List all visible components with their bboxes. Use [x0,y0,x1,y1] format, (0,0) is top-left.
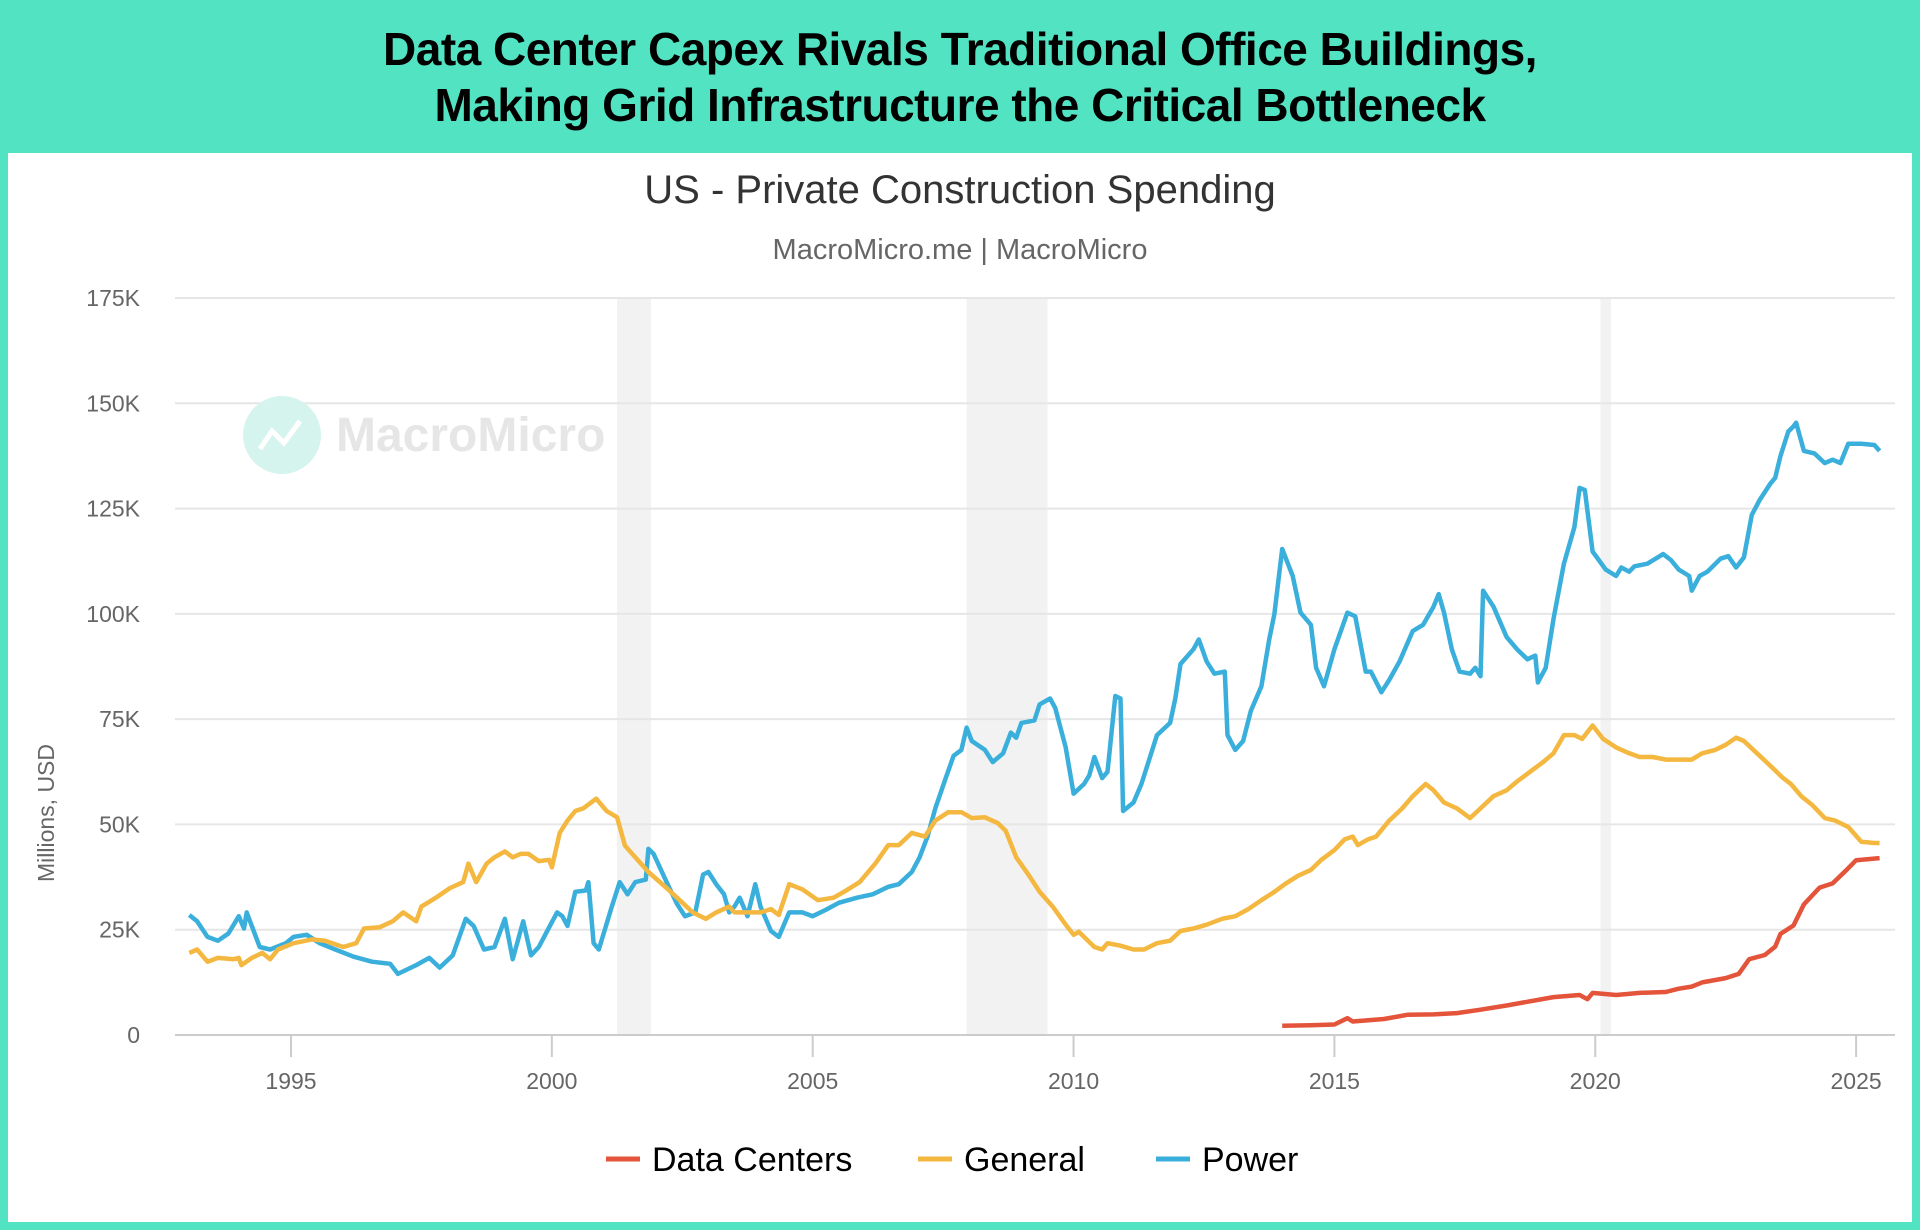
x-tick-label: 2000 [526,1068,577,1094]
y-tick-label: 50K [99,811,141,837]
recession-band [1600,298,1611,1035]
legend: Data Centers General Power [606,1141,1298,1179]
x-tick-label: 2015 [1309,1068,1360,1094]
line-chart: MacroMicro US - Private Construction Spe… [33,168,1895,1179]
watermark: MacroMicro [243,396,605,474]
legend-label: General [964,1141,1085,1179]
legend-label: Data Centers [652,1141,852,1179]
y-tick-label: 100K [86,601,140,627]
headline-line-2: Making Grid Infrastructure the Critical … [434,78,1486,131]
y-axis-ticks: 0 25K 50K 75K 100K 125K 150K 175K [86,285,140,1048]
y-tick-label: 25K [99,917,141,943]
recession-bands [617,298,1611,1035]
recession-band [966,298,1048,1035]
y-tick-label: 0 [127,1022,140,1048]
x-tick-label: 2005 [787,1068,838,1094]
series-line-data-centers [1282,855,1880,1028]
x-axis-ticks: 1995 2000 2005 2010 2015 2020 2025 [265,1035,1882,1094]
y-tick-label: 175K [86,285,140,311]
x-tick-label: 2020 [1570,1068,1621,1094]
chart-title: US - Private Construction Spending [644,168,1275,212]
chart-subtitle: MacroMicro.me | MacroMicro [773,234,1148,266]
watermark-text: MacroMicro [336,409,605,462]
y-tick-label: 125K [86,496,140,522]
chart-panel: MacroMicro US - Private Construction Spe… [8,153,1912,1222]
headline: Data Center Capex Rivals Traditional Off… [383,21,1537,133]
watermark-logo-chart-icon [257,419,303,451]
y-tick-label: 150K [86,390,140,416]
series-line-general [188,723,1880,968]
series-line-power [187,420,1882,977]
y-tick-label: 75K [99,706,141,732]
x-tick-label: 1995 [265,1068,316,1094]
x-tick-label: 2010 [1048,1068,1099,1094]
watermark-logo-icon [243,396,321,474]
recession-band [617,298,651,1035]
headline-line-1: Data Center Capex Rivals Traditional Off… [383,22,1537,75]
x-tick-label: 2025 [1831,1068,1882,1094]
series-lines [187,420,1882,1028]
legend-label: Power [1202,1141,1298,1179]
headline-banner: Data Center Capex Rivals Traditional Off… [0,0,1920,153]
y-axis-label: Millions, USD [33,744,59,882]
